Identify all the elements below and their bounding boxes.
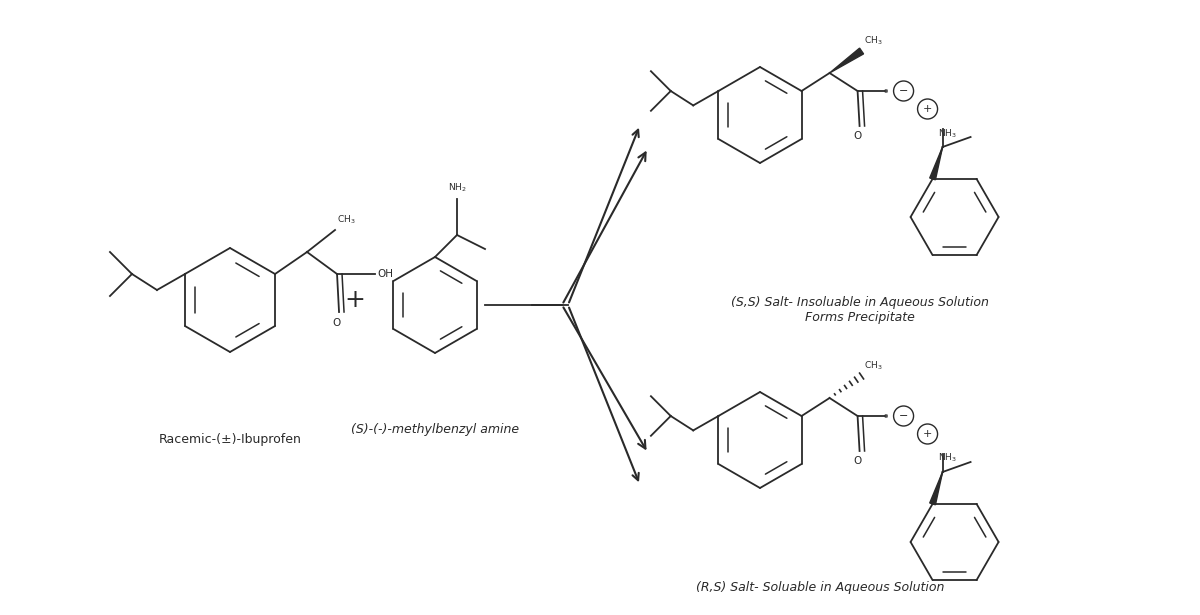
Polygon shape: [829, 48, 864, 73]
Text: +: +: [344, 288, 366, 312]
Text: o: o: [883, 88, 888, 94]
Text: (R,S) Salt- Soluable in Aqueous Solution: (R,S) Salt- Soluable in Aqueous Solution: [696, 581, 944, 593]
Text: NH$_2$: NH$_2$: [448, 181, 467, 194]
Text: O: O: [332, 318, 340, 328]
Text: NH$_3$: NH$_3$: [937, 452, 956, 464]
Text: CH$_3$: CH$_3$: [864, 34, 882, 47]
Text: (S,S) Salt- Insoluable in Aqueous Solution
Forms Precipitate: (S,S) Salt- Insoluable in Aqueous Soluti…: [731, 296, 989, 324]
Text: −: −: [899, 411, 908, 421]
Text: CH$_3$: CH$_3$: [864, 360, 882, 372]
Text: Racemic-(±)-Ibuprofen: Racemic-(±)-Ibuprofen: [158, 434, 301, 446]
Text: O: O: [853, 131, 862, 141]
Text: OH: OH: [377, 269, 394, 279]
Polygon shape: [930, 472, 942, 505]
Text: (S)-(-)-methylbenzyl amine: (S)-(-)-methylbenzyl amine: [350, 424, 520, 437]
Text: o: o: [883, 413, 888, 419]
Text: −: −: [899, 86, 908, 96]
Text: CH$_3$: CH$_3$: [337, 213, 355, 226]
Polygon shape: [930, 147, 942, 180]
Text: NH$_3$: NH$_3$: [937, 127, 956, 140]
Text: O: O: [853, 456, 862, 466]
Text: +: +: [923, 104, 932, 114]
Text: +: +: [923, 429, 932, 439]
